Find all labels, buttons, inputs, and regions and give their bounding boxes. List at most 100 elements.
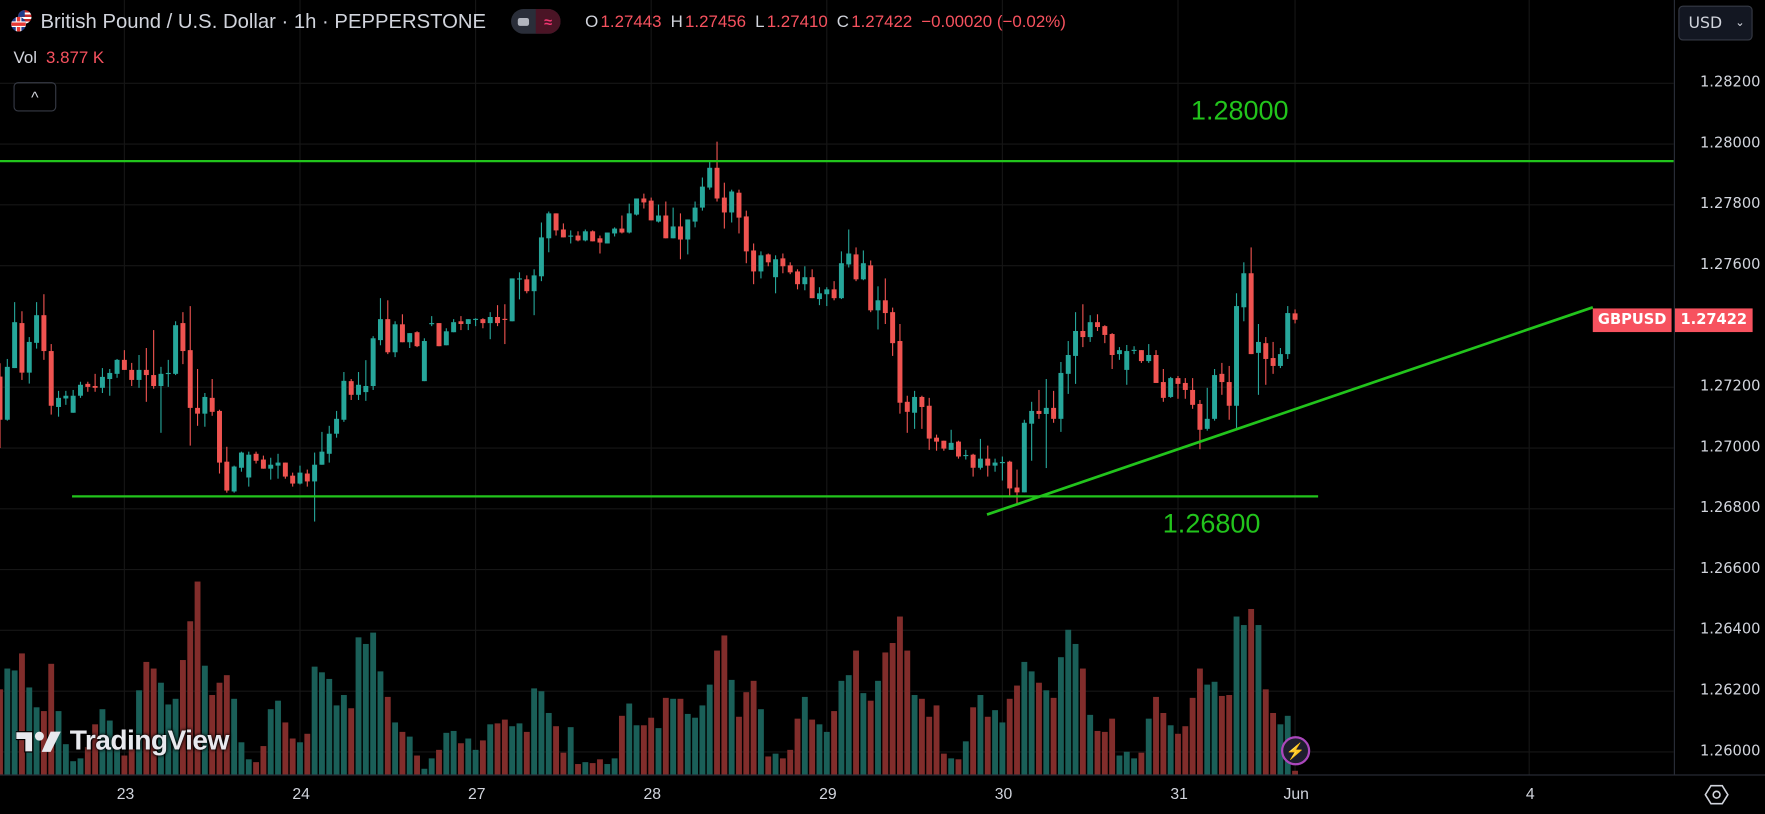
- support-label[interactable]: 1.26800: [1162, 508, 1261, 540]
- candle-body: [1116, 350, 1122, 355]
- candle-body: [538, 237, 544, 277]
- resistance-label[interactable]: 1.28000: [1190, 95, 1289, 127]
- volume-bar: [1079, 668, 1086, 775]
- lightning-icon[interactable]: ⚡: [1280, 736, 1311, 766]
- volume-bar: [253, 762, 260, 775]
- candle-body: [699, 186, 705, 208]
- price-chart[interactable]: [0, 0, 1674, 775]
- tradingview-logo[interactable]: TradingView: [15, 725, 229, 758]
- volume-bar: [1277, 724, 1284, 775]
- candle-body: [356, 384, 361, 395]
- volume-bar: [736, 716, 742, 775]
- candle-body: [114, 359, 120, 374]
- market-status-pill[interactable]: ≈: [510, 9, 561, 34]
- volume-bar: [977, 695, 984, 775]
- volume-bar: [443, 732, 450, 775]
- volume-bar: [421, 768, 428, 775]
- candle-body: [912, 396, 918, 413]
- price-tick-label: 1.28000: [1699, 135, 1761, 152]
- volume-bar: [1160, 712, 1167, 775]
- candle-body: [641, 198, 647, 203]
- candle-body: [312, 464, 318, 482]
- time-axis[interactable]: 23 24 27 28 29 30 31 Jun 4: [0, 774, 1765, 813]
- candle-body: [999, 461, 1005, 464]
- volume-bar: [128, 748, 135, 775]
- volume-bar: [553, 726, 559, 775]
- candle-body: [517, 278, 522, 280]
- volume-bar: [260, 746, 267, 775]
- currency-select[interactable]: USD ⌄: [1678, 5, 1753, 41]
- symbol-title[interactable]: British Pound / U.S. Dollar · 1h · PEPPE…: [40, 9, 487, 33]
- volume-bar: [4, 668, 11, 775]
- candle-body: [370, 338, 376, 387]
- chart-settings-icon[interactable]: [1704, 783, 1729, 806]
- volume-bar: [758, 709, 764, 775]
- volume-bar: [143, 661, 150, 775]
- volume-bar: [1116, 755, 1123, 775]
- candle-body: [399, 324, 405, 343]
- volume-bar: [904, 650, 911, 775]
- collapse-legend-button[interactable]: ^: [13, 82, 57, 112]
- volume-bar: [1006, 698, 1013, 775]
- volume-bar: [282, 722, 289, 775]
- volume-bar: [1131, 758, 1138, 775]
- volume-bar: [1123, 751, 1130, 775]
- volume-bars: [0, 581, 1298, 775]
- high-value: 1.27456: [685, 11, 747, 31]
- volume-bar: [728, 679, 735, 775]
- candle-body: [904, 401, 910, 412]
- volume-bar: [187, 621, 194, 775]
- volume-bar: [1072, 643, 1079, 775]
- price-tick-label: 1.26800: [1699, 499, 1761, 517]
- volume-bar: [348, 708, 355, 775]
- volume-bar: [55, 711, 62, 775]
- candle-body: [78, 384, 83, 396]
- volume-bar: [384, 696, 391, 775]
- volume-bar: [1057, 657, 1064, 775]
- candle-body: [1007, 461, 1013, 489]
- volume-bar: [838, 680, 845, 775]
- candle-body: [99, 376, 105, 388]
- candle-body: [780, 258, 786, 267]
- candle-body: [816, 293, 822, 300]
- candle-body: [568, 235, 574, 237]
- time-tick-label: 24: [292, 784, 310, 803]
- volume-bar: [11, 670, 18, 775]
- candle-body: [546, 213, 552, 239]
- volume-bar: [84, 747, 91, 775]
- candle-body: [897, 341, 903, 403]
- volume-bar: [677, 698, 684, 775]
- volume-bar: [150, 668, 157, 775]
- price-axis[interactable]: 1.28200 1.28000 1.27800 1.27600 1.27200 1.270…: [1673, 0, 1765, 775]
- time-tick-label: 23: [116, 784, 135, 803]
- candle-body: [304, 473, 310, 482]
- volume-bar: [465, 738, 472, 775]
- volume-bar: [458, 743, 464, 775]
- candle-body: [1190, 389, 1196, 405]
- candle-body: [473, 318, 479, 320]
- volume-legend[interactable]: Vol 3.877 K: [14, 48, 105, 67]
- candle-body: [165, 372, 171, 375]
- candle-body: [253, 453, 259, 461]
- candle-body: [758, 255, 764, 272]
- volume-bar: [297, 742, 303, 775]
- candle-body: [107, 372, 113, 380]
- volume-bar: [355, 637, 362, 775]
- market-wave-icon: ≈: [535, 9, 561, 34]
- candle-body: [451, 322, 457, 333]
- candle-body: [882, 300, 888, 314]
- volume-bar: [597, 759, 603, 775]
- candle-body: [70, 395, 76, 413]
- volume-bar: [1175, 733, 1181, 775]
- candle-body: [260, 459, 266, 469]
- volume-bar: [1182, 726, 1189, 775]
- close-key: C: [836, 11, 849, 31]
- candle-body: [612, 228, 618, 234]
- candle-body: [363, 386, 369, 393]
- time-tick-label: 29: [819, 784, 837, 803]
- open-value: 1.27443: [600, 11, 662, 31]
- volume-bar: [209, 695, 216, 775]
- candle-body: [465, 319, 471, 325]
- volume-bar: [633, 725, 640, 775]
- candle-body: [1131, 349, 1137, 351]
